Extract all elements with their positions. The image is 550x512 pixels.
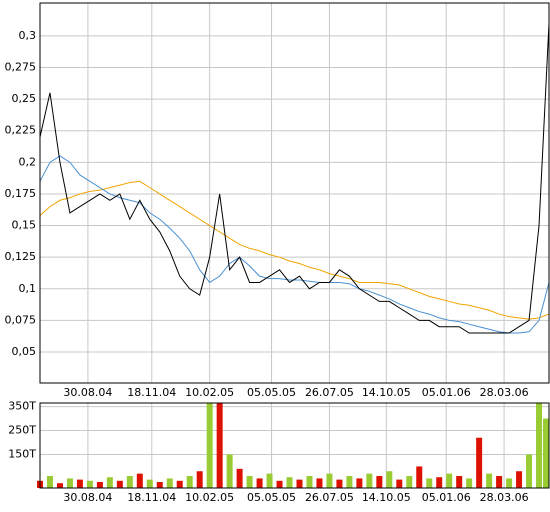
- x-tick-label: 05.01.06: [422, 491, 471, 504]
- volume-bar: [536, 403, 543, 488]
- volume-bar: [106, 477, 113, 488]
- price-line: [39, 180, 550, 320]
- volume-bar: [46, 476, 53, 488]
- x-tick-label: 18.11.04: [127, 386, 176, 399]
- volume-bar: [396, 479, 403, 488]
- x-tick-label: 30.08.04: [63, 491, 112, 504]
- volume-bar: [276, 480, 283, 488]
- volume-bar: [426, 478, 433, 488]
- volume-bar: [316, 478, 323, 488]
- volume-bar: [306, 476, 313, 488]
- volume-bar: [156, 482, 163, 488]
- x-tick-label: 05.05.05: [247, 491, 296, 504]
- volume-bar: [126, 476, 133, 488]
- volume-bar: [326, 473, 333, 488]
- volume-bar: [266, 473, 273, 488]
- volume-bar: [526, 454, 533, 488]
- y-tick-label: 0,075: [5, 313, 37, 326]
- volume-bar: [226, 454, 233, 488]
- x-tick-label: 10.02.05: [185, 491, 234, 504]
- volume-bar: [476, 437, 483, 488]
- plot-frame: [39, 402, 550, 489]
- volume-bar: [196, 471, 203, 488]
- x-tick-label: 26.07.05: [305, 386, 354, 399]
- volume-bar: [146, 479, 153, 488]
- volume-bar: [246, 476, 253, 488]
- y-tick-label: 0,05: [12, 345, 37, 358]
- y-tick-label: 0,25: [12, 92, 37, 105]
- volume-bar: [216, 403, 223, 488]
- y-tick-label: 0,15: [12, 219, 37, 232]
- y-tick-label: 350T: [8, 400, 36, 413]
- volume-bar: [76, 479, 83, 488]
- volume-bar: [366, 473, 373, 488]
- plot-frame: [39, 2, 550, 384]
- y-tick-label: 0,125: [5, 250, 37, 263]
- volume-bar: [86, 480, 93, 488]
- volume-bar: [386, 471, 393, 488]
- volume-bar: [486, 473, 493, 488]
- volume-bar: [496, 476, 503, 488]
- x-tick-label: 14.10.05: [362, 386, 411, 399]
- volume-bar: [466, 478, 473, 488]
- y-tick-label: 0,2: [19, 155, 37, 168]
- y-tick-label: 0,1: [19, 282, 37, 295]
- volume-bar: [376, 476, 383, 488]
- y-tick-label: 250T: [8, 424, 36, 437]
- y-tick-label: 0,3: [19, 29, 37, 42]
- x-tick-label: 05.05.05: [247, 386, 296, 399]
- volume-bar: [446, 473, 453, 488]
- volume-bar: [56, 483, 63, 488]
- price-line: [39, 23, 550, 334]
- volume-bar: [176, 480, 183, 488]
- volume-bar: [543, 418, 549, 488]
- volume-bar: [116, 480, 123, 488]
- x-tick-label: 14.10.05: [362, 491, 411, 504]
- price-line: [39, 155, 550, 334]
- volume-bar: [346, 476, 353, 488]
- x-tick-label: 28.03.06: [480, 386, 529, 399]
- volume-bar: [456, 476, 463, 488]
- volume-bar: [516, 471, 523, 488]
- volume-bar: [136, 473, 143, 488]
- volume-bar: [416, 466, 423, 488]
- volume-bar: [206, 403, 213, 488]
- y-tick-label: 0,225: [5, 124, 37, 137]
- x-tick-label: 28.03.06: [480, 491, 529, 504]
- volume-bar: [286, 477, 293, 488]
- x-tick-label: 18.11.04: [127, 491, 176, 504]
- y-tick-label: 0,275: [5, 60, 37, 73]
- volume-bar: [256, 478, 263, 488]
- x-tick-label: 05.01.06: [422, 386, 471, 399]
- y-tick-label: 0,175: [5, 187, 37, 200]
- volume-bar: [236, 468, 243, 488]
- volume-bar: [506, 478, 513, 488]
- x-tick-label: 26.07.05: [305, 491, 354, 504]
- volume-bar: [166, 478, 173, 488]
- volume-bar: [336, 479, 343, 488]
- volume-bar: [96, 482, 103, 488]
- x-tick-label: 10.02.05: [185, 386, 234, 399]
- volume-bar: [186, 476, 193, 488]
- volume-bar: [66, 478, 73, 488]
- x-tick-label: 30.08.04: [63, 386, 112, 399]
- volume-bar: [296, 479, 303, 488]
- volume-bar: [436, 477, 443, 488]
- volume-bar: [406, 476, 413, 488]
- volume-bar: [356, 478, 363, 488]
- y-tick-label: 150T: [8, 447, 36, 460]
